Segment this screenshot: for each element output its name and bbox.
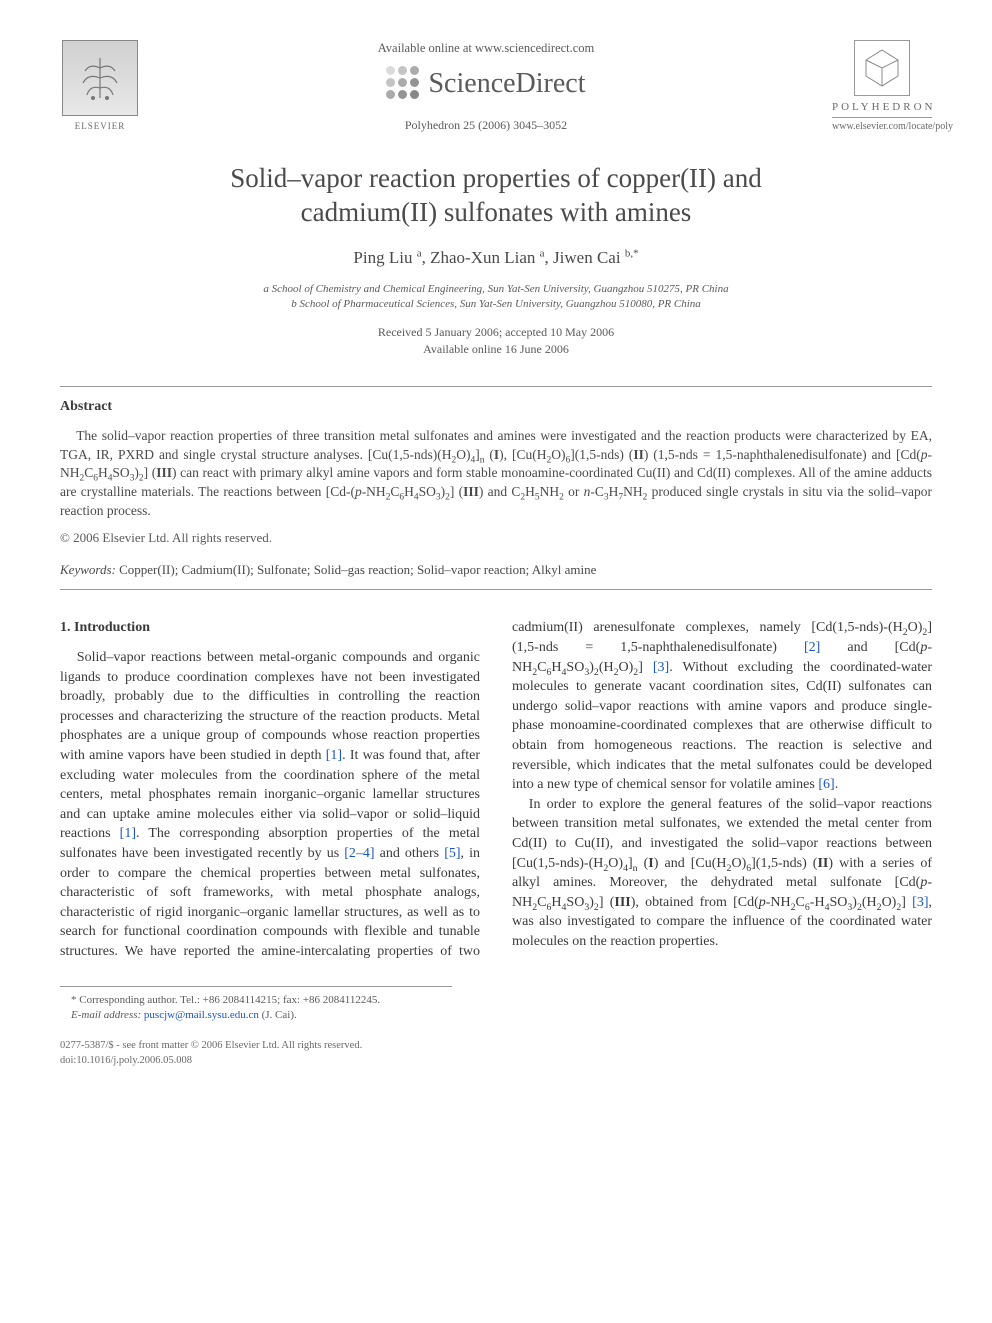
- available-online-text: Available online at www.sciencedirect.co…: [160, 40, 812, 58]
- article-body: 1. Introduction Solid–vapor reactions be…: [60, 618, 932, 961]
- article-dates: Received 5 January 2006; accepted 10 May…: [60, 324, 932, 358]
- email-who: (J. Cai).: [262, 1009, 297, 1021]
- sciencedirect-text: ScienceDirect: [428, 64, 585, 103]
- issn-line: 0277-5387/$ - see front matter © 2006 El…: [60, 1039, 932, 1054]
- email-line: E-mail address: puscjw@mail.sysu.edu.cn …: [60, 1008, 452, 1023]
- bottom-meta: 0277-5387/$ - see front matter © 2006 El…: [60, 1039, 932, 1068]
- abstract-text: The solid–vapor reaction properties of t…: [60, 427, 932, 521]
- email-label: E-mail address:: [71, 1009, 141, 1021]
- divider: [60, 589, 932, 590]
- center-header: Available online at www.sciencedirect.co…: [140, 40, 832, 133]
- abstract-heading: Abstract: [60, 397, 932, 417]
- received-date: Received 5 January 2006; accepted 10 May…: [60, 324, 932, 341]
- polyhedron-logo: POLYHEDRON www.elsevier.com/locate/poly: [832, 40, 932, 134]
- abstract-copyright: © 2006 Elsevier Ltd. All rights reserved…: [60, 529, 932, 547]
- sciencedirect-logo: ScienceDirect: [160, 64, 812, 103]
- online-date: Available online 16 June 2006: [60, 341, 932, 358]
- keywords: Keywords: Copper(II); Cadmium(II); Sulfo…: [60, 561, 932, 579]
- intro-para2: In order to explore the general features…: [512, 795, 932, 952]
- abstract-body: The solid–vapor reaction properties of t…: [60, 427, 932, 521]
- footnotes: * Corresponding author. Tel.: +86 208411…: [60, 986, 452, 1024]
- email-address[interactable]: puscjw@mail.sysu.edu.cn: [144, 1009, 259, 1021]
- affiliation-b: b School of Pharmaceutical Sciences, Sun…: [60, 297, 932, 312]
- elsevier-logo: ELSEVIER: [60, 40, 140, 133]
- affiliation-a: a School of Chemistry and Chemical Engin…: [60, 282, 932, 297]
- title-line1: Solid–vapor reaction properties of coppe…: [230, 163, 762, 193]
- divider: [60, 386, 932, 387]
- doi-line: doi:10.1016/j.poly.2006.05.008: [60, 1054, 932, 1069]
- corresponding-author: * Corresponding author. Tel.: +86 208411…: [60, 993, 452, 1008]
- polyhedron-name: POLYHEDRON: [832, 100, 932, 115]
- elsevier-tree-icon: [62, 40, 138, 116]
- polyhedron-url: www.elsevier.com/locate/poly: [832, 117, 932, 134]
- affiliations: a School of Chemistry and Chemical Engin…: [60, 282, 932, 313]
- journal-reference: Polyhedron 25 (2006) 3045–3052: [160, 117, 812, 134]
- article-title: Solid–vapor reaction properties of coppe…: [60, 162, 932, 230]
- keywords-label: Keywords:: [60, 562, 116, 577]
- keywords-list: Copper(II); Cadmium(II); Sulfonate; Soli…: [119, 562, 596, 577]
- sciencedirect-dots-icon: [386, 66, 420, 100]
- polyhedron-icon: [854, 40, 910, 96]
- intro-heading: 1. Introduction: [60, 618, 480, 638]
- authors: Ping Liu a, Zhao-Xun Lian a, Jiwen Cai b…: [60, 246, 932, 270]
- journal-header: ELSEVIER Available online at www.science…: [60, 40, 932, 134]
- elsevier-label: ELSEVIER: [75, 121, 126, 131]
- title-line2: cadmium(II) sulfonates with amines: [301, 197, 692, 227]
